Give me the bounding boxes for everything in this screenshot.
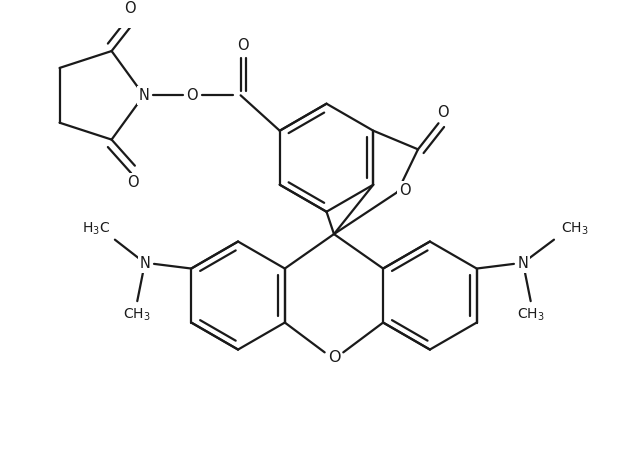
Text: N: N [138, 88, 149, 103]
Text: N: N [518, 256, 529, 271]
Text: CH$_3$: CH$_3$ [517, 307, 545, 323]
Text: O: O [237, 38, 249, 53]
Text: O: O [127, 175, 139, 190]
Text: CH$_3$: CH$_3$ [561, 220, 588, 236]
Text: O: O [124, 0, 136, 16]
Text: O: O [437, 105, 449, 119]
Text: N: N [140, 256, 150, 271]
Text: O: O [186, 88, 198, 103]
Text: CH$_3$: CH$_3$ [124, 307, 151, 323]
Text: O: O [328, 349, 340, 364]
Text: N: N [138, 88, 149, 103]
Text: O: O [399, 183, 411, 198]
Text: H$_3$C: H$_3$C [82, 220, 110, 236]
